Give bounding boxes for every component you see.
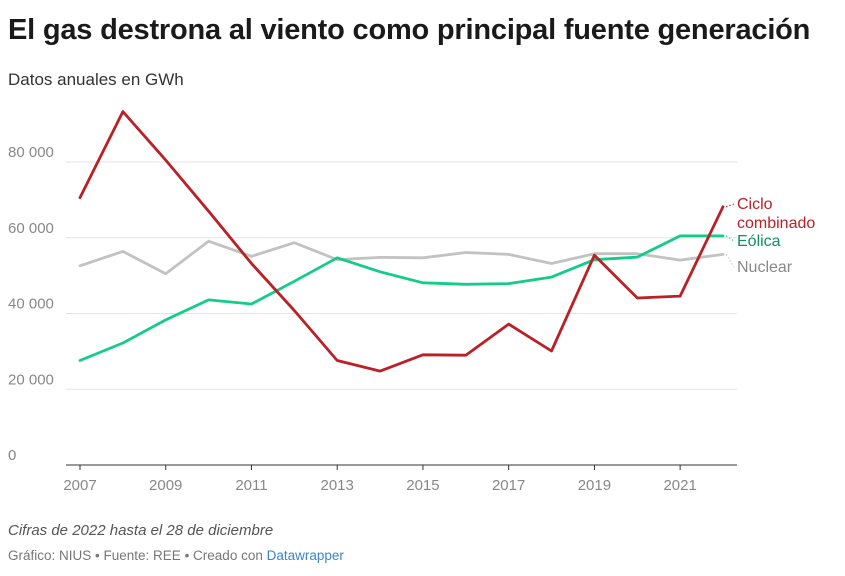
series-label: Eólica: [737, 233, 781, 250]
axes: 0 20 000 40 000 60 000 80 000 2007 2009 2011 201…: [8, 144, 737, 494]
footer-creado: Creado con: [193, 548, 267, 563]
line-chart: 0 20 000 40 000 60 000 80 000 2007 2009 2011 201…: [8, 110, 815, 494]
chart-footer: Gráfico: NIUS • Fuente: REE • Creado con…: [8, 548, 344, 563]
x-tick-label: 2021: [663, 477, 696, 494]
chart-title: El gas destrona al viento como principal…: [8, 14, 811, 46]
grid-lines: [66, 161, 737, 390]
label-connector: [725, 235, 735, 242]
series-line-ciclo-combinado: [78, 110, 725, 373]
series-label: combinado: [737, 215, 815, 232]
chart-note: Cifras de 2022 hasta el 28 de diciembre: [8, 522, 274, 539]
footer-fuente: Fuente: REE: [103, 548, 181, 563]
y-tick-label: 0: [8, 447, 16, 464]
series-labels: Nuclear Eólica Ciclo combinado: [725, 196, 815, 276]
series-lines: [78, 110, 725, 373]
x-tick-label: 2007: [63, 477, 96, 494]
footer-grafico: Gráfico: NIUS: [8, 548, 92, 563]
datawrapper-link[interactable]: Datawrapper: [266, 548, 344, 563]
series-line-nuclear: [78, 239, 725, 276]
y-tick-label: 80 000: [8, 144, 54, 161]
series-label: Ciclo: [737, 196, 773, 213]
chart-subtitle: Datos anuales en GWh: [8, 70, 184, 89]
y-tick-label: 40 000: [8, 296, 54, 313]
footer-separator: •: [91, 548, 104, 563]
y-tick-label: 60 000: [8, 220, 54, 237]
x-tick-label: 2013: [321, 477, 354, 494]
x-tick-label: 2011: [235, 477, 267, 494]
x-tick-label: 2009: [149, 477, 182, 494]
y-tick-label: 20 000: [8, 371, 54, 388]
label-connector: [725, 203, 735, 208]
x-tick-label: 2017: [492, 477, 525, 494]
series-line-eólica: [78, 234, 725, 362]
series-label: Nuclear: [737, 259, 793, 276]
label-connector: [725, 254, 735, 268]
x-tick-label: 2019: [578, 477, 611, 494]
footer-separator: •: [180, 548, 194, 563]
x-tick-label: 2015: [406, 477, 439, 494]
